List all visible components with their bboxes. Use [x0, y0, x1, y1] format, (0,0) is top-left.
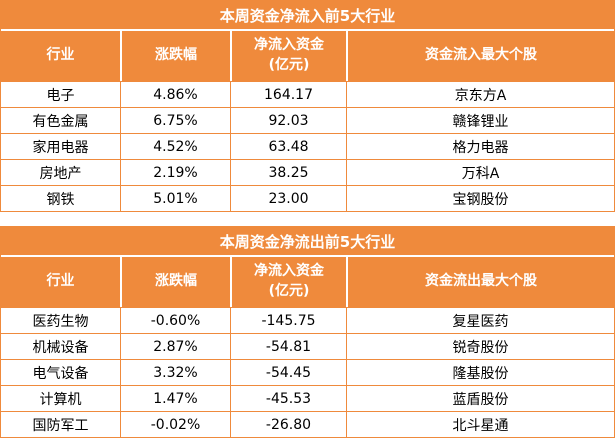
col-header-net-line1: 净流入资金 [254, 37, 324, 54]
net-flow-cell: 63.48 [230, 133, 346, 159]
change-cell: 4.86% [120, 81, 230, 107]
outflow-table-title: 本周资金净流出前5大行业 [1, 227, 615, 257]
col-header-net-line1: 净流入资金 [254, 263, 324, 280]
change-cell: 4.52% [120, 133, 230, 159]
stock-cell: 格力电器 [346, 133, 615, 159]
industry-cell: 家用电器 [1, 133, 120, 159]
change-cell: 3.32% [120, 359, 230, 385]
table-row: 机械设备 2.87% -54.81 锐奇股份 [1, 333, 615, 359]
outflow-table: 本周资金净流出前5大行业 行业 涨跌幅 净流入资金 (亿元) 资金流出最大个股 医… [0, 226, 615, 438]
stock-cell: 万科A [346, 159, 615, 185]
change-cell: -0.02% [120, 411, 230, 437]
stock-cell: 宝钢股份 [346, 185, 615, 211]
industry-cell: 房地产 [1, 159, 120, 185]
stock-cell: 赣锋锂业 [346, 107, 615, 133]
change-cell: 2.19% [120, 159, 230, 185]
stock-cell: 锐奇股份 [346, 333, 615, 359]
table-row: 家用电器 4.52% 63.48 格力电器 [1, 133, 615, 159]
table-row: 房地产 2.19% 38.25 万科A [1, 159, 615, 185]
inflow-table-title-row: 本周资金净流入前5大行业 [1, 1, 615, 31]
net-flow-cell: -54.81 [230, 333, 346, 359]
net-flow-cell: -145.75 [230, 307, 346, 333]
net-flow-cell: -54.45 [230, 359, 346, 385]
col-header-industry: 行业 [1, 257, 120, 307]
table-row: 国防军工 -0.02% -26.80 北斗星通 [1, 411, 615, 437]
col-header-net-inflow: 净流入资金 (亿元) [230, 257, 346, 307]
change-cell: 1.47% [120, 385, 230, 411]
inflow-table-title: 本周资金净流入前5大行业 [1, 1, 615, 31]
col-header-net-line2: (亿元) [268, 57, 310, 73]
col-header-top-stock: 资金流出最大个股 [346, 257, 615, 307]
table-row: 电子 4.86% 164.17 京东方A [1, 81, 615, 107]
table-row: 有色金属 6.75% 92.03 赣锋锂业 [1, 107, 615, 133]
change-cell: 6.75% [120, 107, 230, 133]
industry-cell: 医药生物 [1, 307, 120, 333]
stock-cell: 北斗星通 [346, 411, 615, 437]
net-flow-cell: 23.00 [230, 185, 346, 211]
col-header-change: 涨跌幅 [120, 31, 230, 81]
col-header-industry: 行业 [1, 31, 120, 81]
industry-cell: 电气设备 [1, 359, 120, 385]
col-header-top-stock: 资金流入最大个股 [346, 31, 615, 81]
industry-cell: 电子 [1, 81, 120, 107]
stock-cell: 京东方A [346, 81, 615, 107]
col-header-net-inflow: 净流入资金 (亿元) [230, 31, 346, 81]
net-flow-cell: 92.03 [230, 107, 346, 133]
table-row: 电气设备 3.32% -54.45 隆基股份 [1, 359, 615, 385]
net-flow-cell: 164.17 [230, 81, 346, 107]
outflow-table-title-row: 本周资金净流出前5大行业 [1, 227, 615, 257]
change-cell: 5.01% [120, 185, 230, 211]
change-cell: -0.60% [120, 307, 230, 333]
net-flow-cell: 38.25 [230, 159, 346, 185]
stock-cell: 复星医药 [346, 307, 615, 333]
net-flow-cell: -26.80 [230, 411, 346, 437]
table-row: 计算机 1.47% -45.53 蓝盾股份 [1, 385, 615, 411]
col-header-net-line2: (亿元) [268, 283, 310, 299]
table-row: 钢铁 5.01% 23.00 宝钢股份 [1, 185, 615, 211]
industry-cell: 钢铁 [1, 185, 120, 211]
inflow-table: 本周资金净流入前5大行业 行业 涨跌幅 净流入资金 (亿元) 资金流入最大个股 电… [0, 0, 615, 212]
industry-cell: 计算机 [1, 385, 120, 411]
outflow-table-header-row: 行业 涨跌幅 净流入资金 (亿元) 资金流出最大个股 [1, 257, 615, 307]
table-row: 医药生物 -0.60% -145.75 复星医药 [1, 307, 615, 333]
change-cell: 2.87% [120, 333, 230, 359]
net-flow-cell: -45.53 [230, 385, 346, 411]
industry-cell: 机械设备 [1, 333, 120, 359]
inflow-table-header-row: 行业 涨跌幅 净流入资金 (亿元) 资金流入最大个股 [1, 31, 615, 81]
stock-cell: 蓝盾股份 [346, 385, 615, 411]
col-header-change: 涨跌幅 [120, 257, 230, 307]
industry-cell: 国防军工 [1, 411, 120, 437]
industry-cell: 有色金属 [1, 107, 120, 133]
stock-cell: 隆基股份 [346, 359, 615, 385]
